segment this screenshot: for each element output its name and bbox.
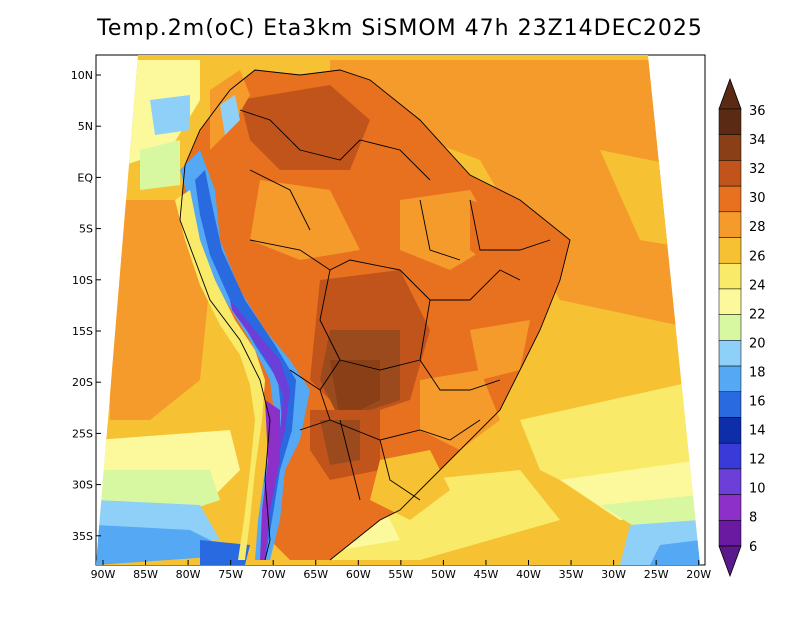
lat-tick-label: 35S [72, 530, 93, 543]
colorbar-label: 14 [749, 424, 766, 439]
lat-tick-label: 10S [72, 274, 93, 287]
colorbar-segment [718, 468, 742, 495]
colorbar-label: 24 [749, 278, 766, 293]
colorbar-segment [718, 340, 742, 367]
colorbar-segment [718, 185, 742, 213]
colorbar-label: 30 [749, 191, 766, 206]
colorbar-top-arrow [718, 77, 742, 110]
lon-tick-label: 35W [559, 568, 584, 581]
colorbar-segment [718, 314, 742, 341]
colorbar-label: 28 [749, 220, 766, 235]
lat-tick-label: 20S [72, 376, 93, 389]
lon-tick-label: 70W [261, 568, 286, 581]
colorbar-segment [718, 160, 742, 187]
lon-tick-label: 85W [133, 568, 158, 581]
lat-tick-label: 5S [79, 223, 93, 236]
colorbar-segment [718, 237, 742, 264]
colorbar-label: 34 [749, 133, 766, 148]
colorbar-label: 22 [749, 307, 766, 322]
lat-tick-label: 5N [78, 120, 93, 133]
lon-tick-label: 50W [431, 568, 456, 581]
map-title: Temp.2m(oC) Eta3km SiSMOM 47h 23Z14DEC20… [97, 16, 703, 41]
colorbar-segment [718, 494, 742, 521]
lon-tick-label: 75W [218, 568, 243, 581]
colorbar-segment [718, 391, 742, 418]
longitude-axis: 90W 85W 80W 75W 70W 65W 60W 55W 50W 45W 40W 35W 30W 2… [91, 560, 711, 581]
lon-tick-label: 40W [516, 568, 541, 581]
colorbar-label: 12 [749, 453, 766, 468]
lon-tick-label: 25W [644, 568, 669, 581]
lat-tick-label: 15S [72, 325, 93, 338]
colorbar-label: 32 [749, 162, 766, 177]
colorbar-label: 36 [749, 104, 766, 119]
colorbar-label: 8 [749, 511, 757, 526]
colorbar-segment [718, 134, 742, 161]
colorbar-segment [718, 520, 742, 547]
lon-tick-label: 20W [686, 568, 711, 581]
colorbar-label: 10 [749, 482, 766, 497]
colorbar-segment [718, 442, 742, 470]
colorbar-label: 20 [749, 336, 766, 351]
lon-tick-label: 65W [303, 568, 328, 581]
lat-tick-label: 10N [71, 69, 93, 82]
lon-tick-label: 55W [388, 568, 413, 581]
colorbar-segment [718, 417, 742, 444]
colorbar-segment [718, 365, 742, 393]
colorbar-label: 26 [749, 249, 766, 264]
lon-tick-label: 60W [346, 568, 371, 581]
colorbar-bottom-arrow [718, 545, 742, 578]
lat-tick-label: EQ [77, 171, 93, 184]
colorbar: 36 34 32 30 28 26 24 22 20 18 16 14 12 10 8 6 [718, 77, 766, 578]
latitude-axis: 10N 5N EQ 5S 10S 15S 20S 25S 30S 35S [71, 69, 101, 543]
colorbar-label: 6 [749, 540, 757, 555]
lat-tick-label: 30S [72, 479, 93, 492]
colorbar-segment [718, 288, 742, 315]
colorbar-segment [718, 211, 742, 238]
country-borders [179, 69, 571, 561]
lat-tick-label: 25S [72, 427, 93, 440]
colorbar-segment [718, 108, 742, 135]
lon-tick-label: 30W [601, 568, 626, 581]
colorbar-label: 16 [749, 395, 766, 410]
colorbar-segment [718, 262, 742, 290]
temperature-field [96, 55, 700, 565]
lon-tick-label: 90W [91, 568, 116, 581]
colorbar-label: 18 [749, 365, 766, 380]
lon-tick-label: 80W [176, 568, 201, 581]
lon-tick-label: 45W [474, 568, 499, 581]
